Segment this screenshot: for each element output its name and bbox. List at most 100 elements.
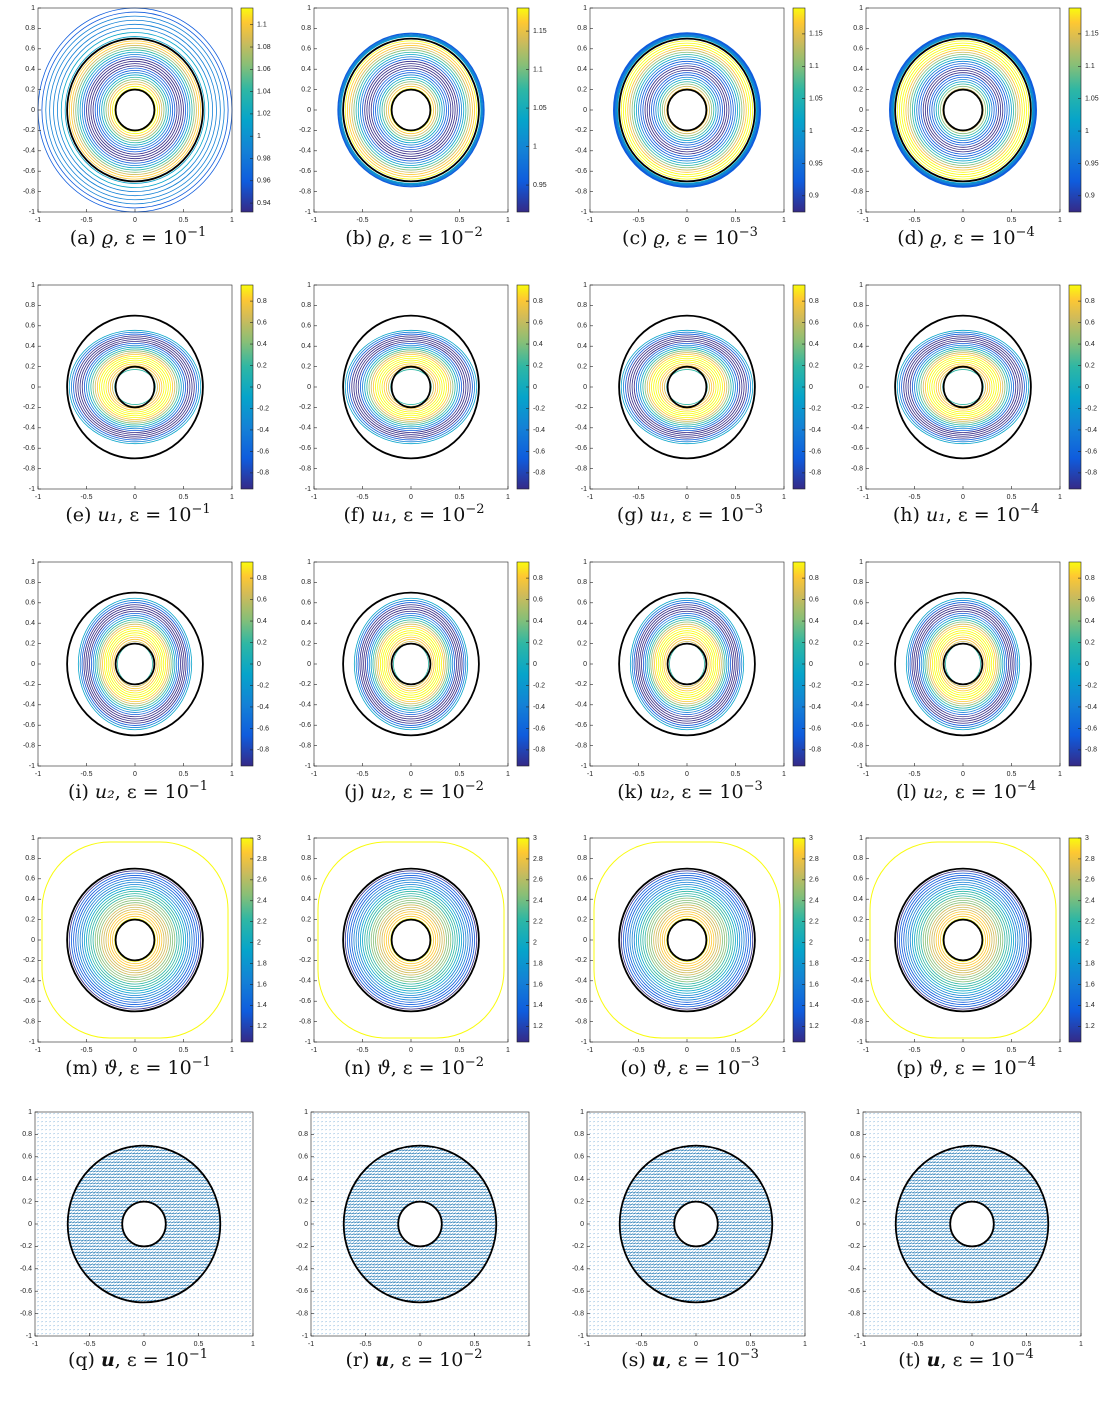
contour-line bbox=[378, 625, 444, 703]
caption-epsilon: , ε = 10 bbox=[946, 504, 1020, 526]
y-tick-label: 0.8 bbox=[577, 302, 587, 309]
x-tick-label: -0.5 bbox=[359, 1341, 371, 1348]
caption: (l) u₂, ε = 10−4 bbox=[896, 779, 1036, 803]
y-tick-label: 0.8 bbox=[301, 855, 311, 862]
contour-line bbox=[340, 36, 482, 184]
contour-line bbox=[633, 884, 741, 996]
y-tick-label: 0.2 bbox=[25, 86, 35, 93]
boundary-inner bbox=[390, 642, 432, 686]
caption-exponent: −1 bbox=[189, 1347, 208, 1362]
colorbar-tick-label: -0.6 bbox=[533, 725, 545, 732]
boundary-inner bbox=[666, 642, 708, 686]
y-tick-label: 0 bbox=[859, 937, 863, 944]
caption-letter: (f) bbox=[344, 504, 366, 526]
contour-line bbox=[359, 342, 463, 432]
contour-line bbox=[916, 60, 1010, 160]
x-tick-label: -1 bbox=[863, 217, 869, 224]
y-tick-label: -0.4 bbox=[851, 702, 863, 709]
contour-line bbox=[905, 597, 1021, 731]
y-tick-label: -1 bbox=[305, 486, 311, 493]
contour-line bbox=[347, 331, 475, 443]
panel: -1 -0.5 0 0.5 1 -1 -0.8 -0.6 -0.4 -0.2 0 0.2 0.4 0.6 0… bbox=[848, 1109, 1083, 1371]
contour-line bbox=[79, 51, 191, 169]
colorbar-tick-label: -0.2 bbox=[257, 682, 269, 689]
y-tick-label: -1 bbox=[581, 486, 587, 493]
caption-letter: (h) bbox=[893, 504, 920, 526]
contour-line bbox=[90, 63, 180, 157]
contour-line bbox=[375, 902, 447, 978]
contour-line bbox=[937, 365, 989, 409]
contour-line bbox=[638, 344, 736, 430]
contour-line bbox=[640, 346, 734, 428]
caption-variable: ϱ bbox=[102, 227, 114, 249]
x-tick-label: 0 bbox=[142, 1341, 146, 1348]
contour-line bbox=[81, 602, 189, 726]
y-tick-label: -0.4 bbox=[23, 702, 35, 709]
contour-line bbox=[86, 888, 184, 992]
panel: -1 -0.5 0 0.5 1 -1 -0.8 -0.6 -0.4 -0.2 0 0.2 0.4 0.6 0… bbox=[575, 5, 823, 249]
colorbar-tick-label: 0.8 bbox=[533, 575, 543, 582]
y-tick-label: 0.2 bbox=[301, 916, 311, 923]
contour-line bbox=[631, 339, 743, 435]
y-tick-label: -0.2 bbox=[296, 1243, 308, 1250]
colorbar-tick-label: 1.2 bbox=[257, 1023, 267, 1030]
colorbar-tick-label: 2.8 bbox=[809, 856, 819, 863]
y-tick-label: -1 bbox=[29, 1039, 35, 1046]
colorbar-tick-label: 2.6 bbox=[257, 877, 267, 884]
contour-line bbox=[913, 606, 1013, 722]
contour-line bbox=[366, 893, 456, 987]
contour-line bbox=[368, 895, 454, 985]
y-tick-label: -0.2 bbox=[575, 127, 587, 134]
contour-line bbox=[916, 890, 1010, 990]
contour-line bbox=[653, 74, 721, 146]
caption-letter: (d) bbox=[897, 227, 924, 249]
x-tick-label: 0 bbox=[133, 217, 137, 224]
caption: (o) ϑ, ε = 10−3 bbox=[620, 1055, 759, 1079]
x-tick-label: 0 bbox=[961, 494, 965, 501]
contour-line bbox=[103, 628, 167, 700]
contour-line bbox=[918, 893, 1008, 987]
colorbar-tick-label: 0 bbox=[809, 661, 813, 668]
panel: -1 -0.5 0 0.5 1 -1 -0.8 -0.6 -0.4 -0.2 0 0.2 0.4 0.6 0… bbox=[851, 282, 1097, 526]
contour-line bbox=[366, 63, 456, 157]
contour-line bbox=[83, 56, 187, 164]
colorbar-tick-label: 1.2 bbox=[1085, 1023, 1095, 1030]
colorbar-tick-label: 1.06 bbox=[257, 66, 271, 73]
contour-line bbox=[937, 913, 989, 967]
contour-line bbox=[914, 888, 1012, 992]
x-tick-label: 0.5 bbox=[731, 1047, 741, 1054]
contour-line bbox=[625, 875, 749, 1005]
y-tick-label: -0.4 bbox=[851, 978, 863, 985]
x-tick-label: 1 bbox=[782, 217, 786, 224]
y-tick-label: -0.4 bbox=[299, 978, 311, 985]
contour-line bbox=[655, 628, 719, 700]
y-tick-label: -0.2 bbox=[575, 681, 587, 688]
contour-line bbox=[642, 893, 732, 987]
caption-epsilon: , ε = 10 bbox=[391, 504, 465, 526]
contour-line bbox=[664, 85, 710, 135]
x-tick-label: 1 bbox=[782, 494, 786, 501]
x-tick-label: -0.5 bbox=[911, 1341, 923, 1348]
contour-line bbox=[889, 32, 1037, 188]
y-tick-label: 0.6 bbox=[301, 876, 311, 883]
x-tick-label: 1 bbox=[251, 1341, 255, 1348]
y-tick-label: 0 bbox=[859, 661, 863, 668]
contour-line bbox=[68, 870, 202, 1010]
y-tick-label: 0.8 bbox=[25, 855, 35, 862]
contour-line bbox=[83, 886, 187, 994]
contour-line bbox=[669, 643, 705, 685]
colorbar-tick-label: 0.2 bbox=[257, 639, 267, 646]
y-tick-label: -0.8 bbox=[848, 1310, 860, 1317]
colorbar-tick-label: 1.08 bbox=[257, 44, 271, 51]
colorbar-tick-label: -0.8 bbox=[257, 470, 269, 477]
contour-line bbox=[664, 915, 710, 965]
y-tick-label: -0.4 bbox=[575, 425, 587, 432]
contour-line bbox=[933, 79, 993, 141]
x-tick-label: -1 bbox=[35, 771, 41, 778]
contour-line bbox=[339, 35, 483, 185]
y-tick-label: 0.4 bbox=[853, 896, 863, 903]
y-tick-label: -0.8 bbox=[575, 1018, 587, 1025]
y-tick-label: 0.8 bbox=[25, 302, 35, 309]
contour-line bbox=[635, 56, 739, 164]
caption-letter: (n) bbox=[344, 1057, 371, 1079]
